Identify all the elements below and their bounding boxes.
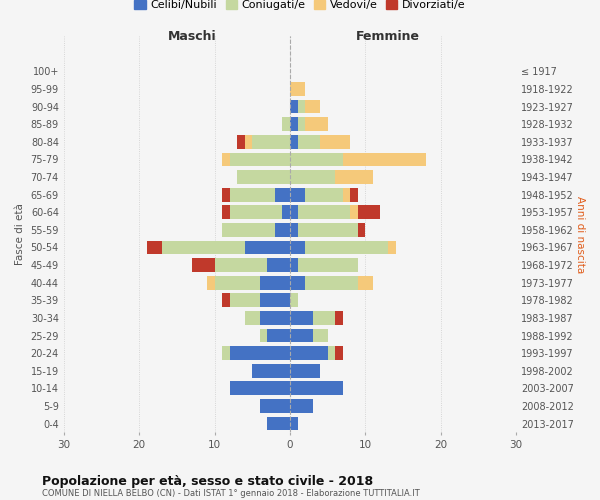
Bar xyxy=(335,346,343,360)
Bar xyxy=(298,100,305,114)
Bar xyxy=(358,223,365,236)
Bar xyxy=(290,416,298,430)
Bar xyxy=(230,346,290,360)
Bar xyxy=(192,258,215,272)
Bar xyxy=(290,346,328,360)
Bar xyxy=(230,294,260,307)
Bar xyxy=(290,188,305,202)
Bar xyxy=(215,276,260,289)
Text: Femmine: Femmine xyxy=(356,30,420,43)
Bar xyxy=(222,223,275,236)
Bar xyxy=(222,152,230,166)
Bar xyxy=(222,206,230,219)
Bar xyxy=(245,240,290,254)
Bar xyxy=(290,328,313,342)
Bar xyxy=(215,258,268,272)
Bar xyxy=(298,118,305,131)
Bar xyxy=(283,206,290,219)
Bar xyxy=(290,82,305,96)
Y-axis label: Anni di nascita: Anni di nascita xyxy=(575,196,585,273)
Bar xyxy=(298,258,358,272)
Bar xyxy=(328,346,335,360)
Bar xyxy=(290,206,298,219)
Bar xyxy=(305,100,320,114)
Bar xyxy=(298,135,320,148)
Bar xyxy=(290,364,320,378)
Bar xyxy=(290,240,305,254)
Bar xyxy=(268,258,290,272)
Bar xyxy=(290,223,298,236)
Bar xyxy=(358,206,380,219)
Bar xyxy=(147,240,162,254)
Bar xyxy=(230,188,275,202)
Bar xyxy=(343,188,350,202)
Bar xyxy=(290,152,343,166)
Bar xyxy=(252,135,290,148)
Y-axis label: Fasce di età: Fasce di età xyxy=(15,204,25,265)
Bar xyxy=(222,346,230,360)
Bar xyxy=(275,223,290,236)
Bar xyxy=(343,152,425,166)
Bar xyxy=(305,240,388,254)
Bar xyxy=(290,311,313,325)
Bar xyxy=(260,311,290,325)
Text: Popolazione per età, sesso e stato civile - 2018: Popolazione per età, sesso e stato civil… xyxy=(42,474,373,488)
Bar xyxy=(260,399,290,413)
Bar xyxy=(252,364,290,378)
Bar xyxy=(230,206,283,219)
Bar xyxy=(388,240,395,254)
Legend: Celibi/Nubili, Coniugati/e, Vedovi/e, Divorziati/e: Celibi/Nubili, Coniugati/e, Vedovi/e, Di… xyxy=(130,0,470,15)
Bar xyxy=(290,399,313,413)
Bar xyxy=(245,135,252,148)
Bar xyxy=(260,328,268,342)
Bar xyxy=(350,206,358,219)
Bar xyxy=(290,382,343,395)
Bar xyxy=(222,188,230,202)
Bar xyxy=(245,311,260,325)
Bar xyxy=(230,382,290,395)
Bar xyxy=(290,258,298,272)
Bar xyxy=(283,118,290,131)
Bar xyxy=(290,100,298,114)
Bar xyxy=(230,152,290,166)
Bar xyxy=(162,240,245,254)
Bar xyxy=(237,135,245,148)
Bar xyxy=(305,188,343,202)
Bar xyxy=(275,188,290,202)
Bar xyxy=(237,170,290,184)
Bar xyxy=(335,311,343,325)
Bar xyxy=(222,294,230,307)
Bar xyxy=(305,276,358,289)
Bar xyxy=(350,188,358,202)
Bar xyxy=(313,328,328,342)
Bar xyxy=(290,170,335,184)
Bar xyxy=(290,294,298,307)
Bar xyxy=(358,276,373,289)
Bar xyxy=(290,135,298,148)
Bar xyxy=(290,118,298,131)
Bar xyxy=(207,276,215,289)
Bar xyxy=(335,170,373,184)
Bar xyxy=(298,223,358,236)
Bar xyxy=(298,206,350,219)
Bar xyxy=(290,276,305,289)
Bar xyxy=(313,311,335,325)
Bar xyxy=(260,276,290,289)
Bar xyxy=(305,118,328,131)
Text: COMUNE DI NIELLA BELBO (CN) - Dati ISTAT 1° gennaio 2018 - Elaborazione TUTTITAL: COMUNE DI NIELLA BELBO (CN) - Dati ISTAT… xyxy=(42,490,420,498)
Bar xyxy=(268,416,290,430)
Bar xyxy=(260,294,290,307)
Text: Maschi: Maschi xyxy=(167,30,216,43)
Bar xyxy=(320,135,350,148)
Bar xyxy=(268,328,290,342)
